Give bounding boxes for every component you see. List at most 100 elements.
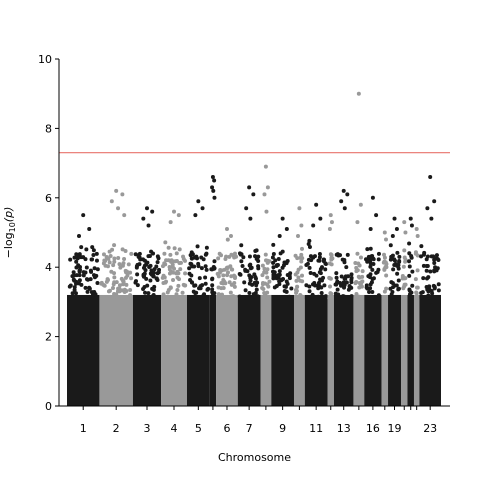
data-point — [201, 257, 206, 262]
data-point — [318, 277, 323, 282]
data-point — [210, 287, 215, 292]
data-point — [135, 262, 140, 267]
data-point — [420, 290, 425, 295]
data-point — [143, 290, 148, 295]
data-point — [73, 291, 78, 296]
data-point — [72, 278, 77, 283]
data-point — [248, 262, 253, 267]
data-point — [73, 281, 78, 286]
y-axis-ticks: 0 2 4 6 8 10 — [38, 53, 59, 413]
data-point — [409, 254, 414, 259]
data-point — [382, 230, 387, 235]
data-point — [284, 289, 289, 294]
x-axis-ticks: 1 2 3 4 5 6 7 9 11 13 16 19 23 — [80, 406, 437, 435]
data-point — [415, 233, 420, 238]
data-point — [224, 227, 229, 232]
data-point — [312, 254, 317, 259]
data-point — [432, 285, 437, 290]
data-point — [196, 264, 201, 269]
data-point — [410, 269, 415, 274]
data-point — [392, 257, 397, 262]
data-point — [92, 266, 97, 271]
data-point — [294, 278, 299, 283]
data-point — [434, 268, 439, 273]
data-point — [265, 258, 270, 263]
data-point — [128, 287, 133, 292]
data-point — [265, 290, 270, 295]
data-point — [232, 284, 237, 289]
data-point — [321, 257, 326, 262]
data-point — [242, 280, 247, 285]
data-point — [192, 283, 197, 288]
x-tick-label: 11 — [309, 422, 323, 435]
data-point — [172, 246, 177, 251]
data-point — [197, 276, 202, 281]
data-point — [402, 276, 407, 281]
data-point — [271, 242, 276, 247]
data-point — [172, 266, 177, 271]
data-point — [239, 243, 244, 248]
data-point — [263, 164, 268, 169]
data-point — [374, 213, 379, 218]
data-point — [195, 244, 200, 249]
data-point — [264, 209, 269, 214]
data-point — [390, 289, 395, 294]
data-point — [368, 227, 373, 232]
data-point — [141, 287, 146, 292]
data-point — [142, 258, 147, 263]
data-point — [174, 271, 179, 276]
data-point — [390, 281, 395, 286]
data-point — [299, 223, 304, 228]
data-point — [344, 280, 349, 285]
data-point — [110, 286, 115, 291]
data-point — [307, 245, 312, 250]
data-point — [133, 279, 138, 284]
data-point — [384, 273, 389, 278]
data-point — [409, 290, 414, 295]
data-point — [434, 253, 439, 258]
data-point — [260, 286, 265, 290]
data-point — [84, 247, 89, 252]
data-point — [232, 251, 237, 256]
data-point — [328, 213, 333, 218]
data-point — [187, 266, 192, 271]
data-point — [403, 230, 408, 235]
data-point — [265, 296, 270, 301]
data-point — [388, 243, 393, 248]
data-point — [116, 206, 121, 211]
data-point — [95, 267, 100, 272]
data-point — [295, 256, 300, 261]
y-tick-label: 10 — [38, 53, 52, 66]
data-point — [162, 251, 167, 256]
data-point — [248, 275, 253, 280]
data-point — [112, 293, 117, 298]
data-point — [219, 286, 224, 291]
chromosome-7 — [237, 185, 261, 406]
data-point — [109, 269, 114, 274]
data-point — [181, 282, 186, 287]
data-point — [396, 287, 401, 292]
data-point — [147, 264, 152, 269]
data-point — [203, 264, 208, 269]
data-point — [424, 264, 429, 269]
data-point — [322, 283, 327, 288]
y-tick-label: 2 — [45, 331, 52, 344]
data-point — [339, 199, 344, 204]
data-point — [342, 206, 347, 211]
data-point — [228, 233, 233, 238]
data-point — [358, 296, 363, 301]
data-point — [432, 199, 437, 204]
data-point — [188, 277, 193, 282]
data-point — [192, 264, 197, 269]
data-point — [260, 263, 265, 268]
data-point — [90, 257, 95, 262]
data-point — [249, 265, 254, 270]
data-point — [106, 256, 111, 261]
data-point — [341, 280, 346, 285]
data-point — [327, 261, 332, 266]
data-point — [349, 280, 354, 285]
data-point — [415, 285, 420, 290]
data-point — [171, 277, 176, 282]
data-point — [402, 220, 407, 225]
data-point — [370, 289, 375, 294]
